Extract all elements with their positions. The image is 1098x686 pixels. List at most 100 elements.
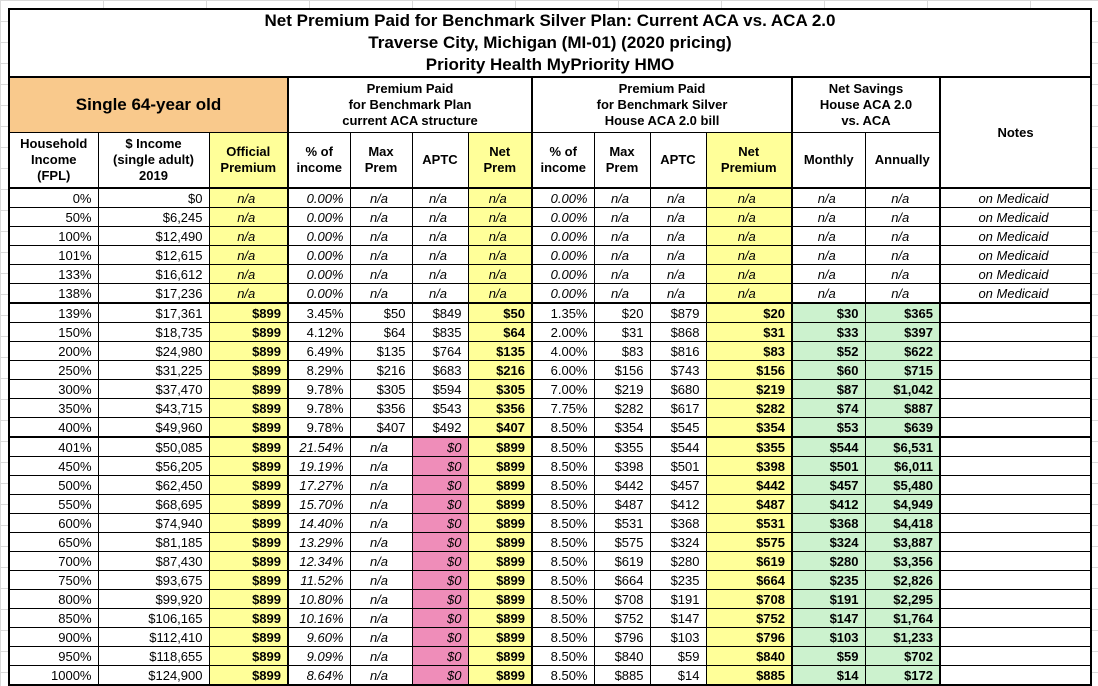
cell-house-max-prem[interactable]: $31 <box>593 322 651 342</box>
cell-aca-aptc[interactable]: $543 <box>411 398 469 418</box>
cell-savings-monthly[interactable]: $53 <box>791 417 866 438</box>
cell-house-net-premium[interactable]: n/a <box>705 207 793 227</box>
cell-aca-net-prem[interactable]: n/a <box>467 264 533 284</box>
cell-fpl[interactable]: 101% <box>8 245 99 265</box>
cell-aca-net-prem[interactable]: $899 <box>467 608 533 628</box>
cell-aca-max-prem[interactable]: $356 <box>349 398 413 418</box>
cell-official-premium[interactable]: $899 <box>208 302 289 323</box>
cell-savings-annually[interactable]: $365 <box>864 302 941 323</box>
cell-notes[interactable] <box>939 665 1092 686</box>
cell-house-aptc[interactable]: n/a <box>649 264 707 284</box>
cell-house-net-premium[interactable]: n/a <box>705 283 793 304</box>
cell-notes[interactable] <box>939 494 1092 514</box>
cell-official-premium[interactable]: $899 <box>208 436 289 457</box>
cell-official-premium[interactable]: n/a <box>208 283 289 304</box>
cell-savings-monthly[interactable]: $544 <box>791 436 866 457</box>
cell-official-premium[interactable]: $899 <box>208 494 289 514</box>
cell-official-premium[interactable]: n/a <box>208 245 289 265</box>
cell-aca-net-prem[interactable]: n/a <box>467 283 533 304</box>
cell-house-aptc[interactable]: $103 <box>649 627 707 647</box>
cell-house-max-prem[interactable]: $219 <box>593 379 651 399</box>
cell-income[interactable]: $49,960 <box>97 417 210 438</box>
cell-house-pct-of-income[interactable]: 0.00% <box>531 207 595 227</box>
cell-notes[interactable] <box>939 589 1092 609</box>
cell-house-net-premium[interactable]: $20 <box>705 302 793 323</box>
cell-aca-aptc[interactable]: n/a <box>411 283 469 304</box>
cell-aca-pct-of-income[interactable]: 8.29% <box>287 360 351 380</box>
cell-notes[interactable] <box>939 627 1092 647</box>
cell-aca-max-prem[interactable]: n/a <box>349 627 413 647</box>
cell-house-max-prem[interactable]: $20 <box>593 302 651 323</box>
cell-house-max-prem[interactable]: n/a <box>593 226 651 246</box>
cell-aca-net-prem[interactable]: $64 <box>467 322 533 342</box>
cell-aca-pct-of-income[interactable]: 0.00% <box>287 245 351 265</box>
cell-fpl[interactable]: 800% <box>8 589 99 609</box>
cell-house-net-premium[interactable]: $796 <box>705 627 793 647</box>
cell-fpl[interactable]: 700% <box>8 551 99 571</box>
cell-house-aptc[interactable]: $879 <box>649 302 707 323</box>
cell-aca-net-prem[interactable]: n/a <box>467 207 533 227</box>
cell-income[interactable]: $87,430 <box>97 551 210 571</box>
cell-notes[interactable] <box>939 551 1092 571</box>
col-header-income[interactable]: $ Income (single adult) 2019 <box>97 132 210 189</box>
cell-house-net-premium[interactable]: n/a <box>705 226 793 246</box>
col-header-house-pct-of-income[interactable]: % of income <box>531 132 595 189</box>
cell-house-net-premium[interactable]: $840 <box>705 646 793 666</box>
cell-notes[interactable] <box>939 456 1092 476</box>
cell-aca-max-prem[interactable]: $135 <box>349 341 413 361</box>
cell-income[interactable]: $62,450 <box>97 475 210 495</box>
cell-aca-max-prem[interactable]: n/a <box>349 207 413 227</box>
cell-savings-monthly[interactable]: $60 <box>791 360 866 380</box>
cell-aca-max-prem[interactable]: n/a <box>349 551 413 571</box>
cell-house-aptc[interactable]: $59 <box>649 646 707 666</box>
cell-notes[interactable]: on Medicaid <box>939 283 1092 304</box>
cell-house-pct-of-income[interactable]: 8.50% <box>531 532 595 552</box>
cell-aca-aptc[interactable]: n/a <box>411 264 469 284</box>
cell-savings-monthly[interactable]: n/a <box>791 207 866 227</box>
cell-savings-annually[interactable]: $639 <box>864 417 941 438</box>
cell-aca-max-prem[interactable]: n/a <box>349 245 413 265</box>
cell-aca-aptc[interactable]: $0 <box>411 646 469 666</box>
cell-house-aptc[interactable]: $14 <box>649 665 707 686</box>
cell-house-pct-of-income[interactable]: 8.50% <box>531 494 595 514</box>
cell-house-max-prem[interactable]: $752 <box>593 608 651 628</box>
cell-aca-aptc[interactable]: n/a <box>411 207 469 227</box>
cell-house-net-premium[interactable]: $664 <box>705 570 793 590</box>
cell-house-max-prem[interactable]: $355 <box>593 436 651 457</box>
cell-income[interactable]: $50,085 <box>97 436 210 457</box>
col-header-aca-pct-of-income[interactable]: % of income <box>287 132 351 189</box>
cell-savings-monthly[interactable]: $324 <box>791 532 866 552</box>
col-header-fpl[interactable]: Household Income (FPL) <box>8 132 99 189</box>
cell-notes[interactable] <box>939 608 1092 628</box>
col-header-savings-monthly[interactable]: Monthly <box>791 132 866 189</box>
cell-aca-aptc[interactable]: n/a <box>411 245 469 265</box>
cell-house-pct-of-income[interactable]: 8.50% <box>531 475 595 495</box>
cell-fpl[interactable]: 138% <box>8 283 99 304</box>
cell-fpl[interactable]: 200% <box>8 341 99 361</box>
cell-aca-max-prem[interactable]: n/a <box>349 264 413 284</box>
cell-savings-annually[interactable]: $622 <box>864 341 941 361</box>
cell-official-premium[interactable]: $899 <box>208 627 289 647</box>
cell-house-aptc[interactable]: $868 <box>649 322 707 342</box>
cell-savings-monthly[interactable]: $74 <box>791 398 866 418</box>
cell-house-max-prem[interactable]: $282 <box>593 398 651 418</box>
cell-aca-net-prem[interactable]: n/a <box>467 187 533 208</box>
cell-aca-pct-of-income[interactable]: 9.78% <box>287 379 351 399</box>
cell-notes[interactable]: on Medicaid <box>939 226 1092 246</box>
cell-aca-pct-of-income[interactable]: 3.45% <box>287 302 351 323</box>
cell-house-pct-of-income[interactable]: 8.50% <box>531 665 595 686</box>
cell-aca-net-prem[interactable]: $899 <box>467 589 533 609</box>
cell-notes[interactable] <box>939 341 1092 361</box>
cell-aca-aptc[interactable]: $764 <box>411 341 469 361</box>
cell-aca-pct-of-income[interactable]: 19.19% <box>287 456 351 476</box>
cell-aca-aptc[interactable]: $0 <box>411 513 469 533</box>
cell-aca-net-prem[interactable]: $899 <box>467 456 533 476</box>
cell-aca-max-prem[interactable]: n/a <box>349 513 413 533</box>
cell-aca-pct-of-income[interactable]: 11.52% <box>287 570 351 590</box>
col-header-savings-annually[interactable]: Annually <box>864 132 941 189</box>
cell-official-premium[interactable]: $899 <box>208 608 289 628</box>
cell-savings-monthly[interactable]: $59 <box>791 646 866 666</box>
cell-aca-net-prem[interactable]: $305 <box>467 379 533 399</box>
cell-savings-monthly[interactable]: $412 <box>791 494 866 514</box>
cell-income[interactable]: $112,410 <box>97 627 210 647</box>
